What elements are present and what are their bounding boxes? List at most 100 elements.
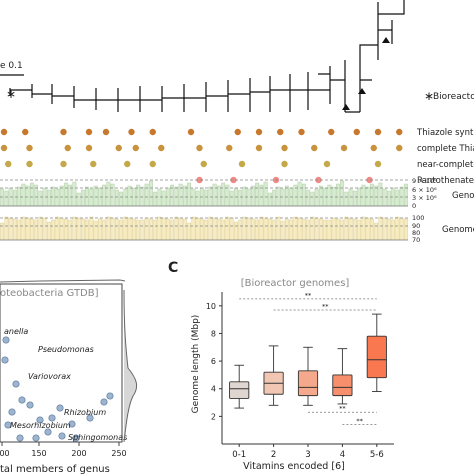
y-axis-label: Genome length (Mbp): [191, 315, 201, 414]
trait-dot: [298, 128, 305, 136]
completeness-bar: [93, 220, 98, 241]
trait-dot: [366, 176, 373, 184]
genome-size-bar: [51, 186, 56, 207]
node-marker-icon: [358, 88, 366, 94]
trait-dot: [370, 144, 377, 152]
genome-size-bar: [153, 191, 158, 207]
genome-size-bar: [335, 183, 340, 207]
genome-size-bar: [114, 189, 119, 207]
genome-size-bar: [17, 186, 22, 207]
completeness-bar: [157, 216, 162, 241]
genome-size-bar: [246, 188, 251, 207]
trait-dot: [374, 160, 382, 168]
genome-size-bar: [89, 188, 94, 207]
scatter-x-label: tal members of genus: [0, 464, 110, 474]
genome-size-bar: [187, 182, 192, 207]
trait-dot: [353, 128, 360, 136]
completeness-bar: [382, 217, 387, 241]
y-tick-label: 2: [211, 412, 216, 421]
genome-size-bar: [242, 186, 247, 207]
significance-label: **: [322, 302, 329, 310]
completeness-bar: [17, 219, 22, 241]
genome-size-bar-track: [0, 180, 408, 207]
scatter-point: [8, 408, 16, 416]
genome-size-bar: [12, 189, 17, 207]
completeness-bar: [378, 216, 383, 241]
scatter-point: [18, 396, 26, 404]
completeness-bar: [131, 218, 136, 241]
trait-dot: [115, 144, 122, 152]
significance-label: **: [356, 417, 363, 425]
completeness-bar: [153, 219, 158, 241]
trait-dot: [64, 144, 71, 152]
trait-dot: [196, 144, 203, 152]
trait-dot: [311, 144, 318, 152]
completeness-bar: [165, 218, 170, 241]
node-marker-icon: [382, 37, 390, 43]
genome-size-bar: [340, 180, 345, 207]
completeness-bar: [208, 216, 213, 241]
completeness-bar: [182, 218, 187, 241]
trait-dot: [234, 128, 241, 136]
completeness-bar: [242, 216, 247, 241]
completeness-bar: [212, 217, 217, 241]
panel-c-title: [Bioreactor genomes]: [241, 278, 350, 289]
significance-label: **: [339, 405, 346, 413]
genome-size-bar: [106, 181, 111, 207]
trait-dot: [0, 128, 8, 136]
x-axis-label: Vitamins encoded [6]: [243, 461, 345, 472]
x-tick-label: 0-1: [232, 450, 246, 460]
trait-dot: [281, 144, 288, 152]
genome-size-bar: [85, 186, 90, 207]
genome-size-bar: [4, 190, 9, 207]
completeness-bar: [255, 219, 260, 241]
completeness-bar: [357, 219, 362, 241]
trait-label-4: Pantothenate: [417, 176, 474, 186]
phylogenetic-tree: [9, 0, 405, 113]
genome-size-bar: [267, 192, 272, 207]
x-tick-label: 4: [340, 450, 345, 460]
genome-size-bar: [161, 190, 166, 207]
genome-size-bar: [284, 185, 289, 207]
trait-dot: [149, 160, 156, 168]
genus-label: Variovorax: [28, 372, 71, 381]
completeness-bar: [51, 219, 56, 241]
trait-dot: [226, 144, 233, 152]
genome-size-bar: [276, 186, 281, 207]
genome-size-bar: [378, 182, 383, 207]
completeness-bar: [178, 217, 183, 241]
completeness-bar: [25, 217, 30, 241]
trait-dot: [255, 128, 263, 136]
genome-size-bar: [80, 189, 85, 207]
y-tick-label: 8: [211, 329, 216, 338]
genome-size-bar: [21, 183, 26, 207]
completeness-bar: [216, 218, 221, 241]
genome-size-bar: [250, 185, 255, 207]
trait-dot: [124, 160, 131, 168]
completeness-bar: [267, 218, 272, 241]
trait-dot: [396, 144, 403, 152]
gsize-tick: 3 × 10⁶: [412, 194, 437, 202]
boxplot-boxes: [229, 313, 387, 409]
completeness-bar: [348, 217, 353, 241]
completeness-bar: [301, 218, 306, 241]
trait-dot: [60, 160, 67, 168]
completeness-bar: [21, 216, 26, 241]
genome-size-bar: [76, 192, 81, 207]
top-marginal-density: [0, 279, 126, 283]
trait-dot: [90, 160, 97, 168]
genome-size-bar: [25, 185, 30, 207]
trait-dot: [281, 160, 288, 168]
legend-label: Bioreactor: [433, 92, 474, 102]
genome-size-bar: [119, 191, 124, 207]
gsize-tick: 0: [412, 202, 416, 210]
genome-size-bar: [182, 185, 187, 207]
completeness-bar: [221, 219, 226, 241]
scatter-point: [86, 414, 94, 422]
scatter-x-ticks: 100 150 200 250: [0, 442, 127, 458]
completeness-bar: [59, 217, 64, 241]
genome-size-bar: [140, 186, 145, 207]
compl-tick: 80: [412, 229, 420, 237]
completeness-bar: [327, 219, 332, 241]
